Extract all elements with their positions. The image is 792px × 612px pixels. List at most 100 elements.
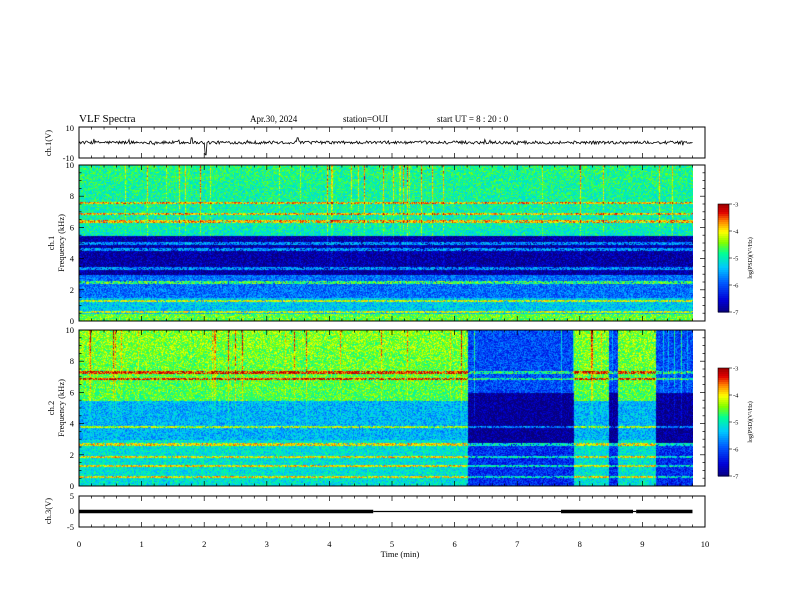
colorbar-swatch	[718, 392, 729, 395]
colorbar-swatch	[718, 464, 729, 467]
colorbar-swatch	[718, 370, 729, 373]
colorbar-swatch	[718, 474, 729, 477]
colorbar-swatch	[718, 468, 729, 471]
ch2-spec-ytick-label: 8	[70, 356, 74, 366]
colorbar-swatch	[718, 242, 729, 245]
colorbar-swatch	[718, 382, 729, 385]
colorbar-swatch	[718, 448, 729, 451]
colorbar-swatch	[718, 270, 729, 273]
colorbar-swatch	[718, 432, 729, 435]
ch2-spec-ytick-label: 2	[70, 450, 74, 460]
colorbar-swatch	[718, 204, 729, 207]
chart-title: VLF Spectra	[79, 113, 136, 125]
colorbar-swatch	[718, 286, 729, 289]
colorbar-swatch	[718, 400, 729, 403]
colorbar-swatch	[718, 388, 729, 391]
colorbar-swatch	[718, 290, 729, 293]
colorbar-swatch	[718, 280, 729, 283]
colorbar-swatch	[718, 218, 729, 221]
colorbar-swatch	[718, 220, 729, 223]
colorbar-swatch	[718, 402, 729, 405]
colorbar-swatch	[718, 390, 729, 393]
colorbar-swatch	[718, 408, 729, 411]
colorbar-tick-label: -5	[733, 420, 738, 427]
ch3-ylabel: ch.3(V)	[43, 498, 53, 524]
colorbar-swatch	[718, 304, 729, 307]
colorbar-swatch	[718, 442, 729, 445]
ch1-spec-ytick-label: 0	[70, 316, 74, 326]
colorbar-swatch	[718, 454, 729, 457]
colorbar-swatch	[718, 406, 729, 409]
ch1-spec-ytick-label: 4	[70, 254, 75, 264]
colorbar-swatch	[718, 416, 729, 419]
colorbar-swatch	[718, 282, 729, 285]
colorbar-swatch	[718, 384, 729, 387]
ch2-colorbar: -3 -4 -5 -6 -7 log(PSD)(V²/Hz)	[717, 366, 754, 481]
ch2-spec-ytick-label: 6	[70, 387, 74, 397]
ch1-spec-ytick-label: 10	[66, 160, 75, 170]
colorbar-swatch	[718, 418, 729, 421]
station-label: station=OUI	[343, 114, 388, 124]
ch1-spec-ytick-label: 6	[70, 222, 74, 232]
ch1-spectrogram-image	[79, 165, 693, 321]
ch1-spec-ytick-label: 8	[70, 191, 74, 201]
ch3-ytick-bottom: -5	[67, 522, 74, 532]
colorbar-swatch	[718, 438, 729, 441]
colorbar-swatch	[718, 420, 729, 423]
colorbar-swatch	[718, 254, 729, 257]
colorbar-swatch	[718, 428, 729, 431]
colorbar-swatch	[718, 244, 729, 247]
colorbar-swatch	[718, 216, 729, 219]
colorbar-tick-label: -7	[733, 474, 739, 481]
colorbar-swatch	[718, 306, 729, 309]
colorbar-swatch	[718, 230, 729, 233]
x-tick-label: 1	[139, 539, 143, 549]
ch1-waveform-panel: 10 -10 ch.1(V)	[43, 123, 706, 163]
colorbar-swatch	[718, 292, 729, 295]
colorbar-swatch	[718, 436, 729, 439]
colorbar-swatch	[718, 396, 729, 399]
x-tick-label: 8	[578, 539, 582, 549]
colorbar-swatch	[718, 446, 729, 449]
colorbar-swatch	[718, 426, 729, 429]
x-tick-label: 5	[390, 539, 394, 549]
x-axis-label: Time (min)	[381, 549, 420, 559]
colorbar-swatch	[718, 440, 729, 443]
colorbar-swatch	[718, 466, 729, 469]
colorbar-swatch	[718, 380, 729, 383]
colorbar-swatch	[718, 252, 729, 255]
colorbar-swatch	[718, 248, 729, 251]
ch1-ytick-bottom: -10	[63, 153, 74, 163]
colorbar-swatch	[718, 462, 729, 465]
colorbar-swatch	[718, 232, 729, 235]
colorbar-swatch	[718, 222, 729, 225]
ch2-spec-ylabel-channel: ch.2	[46, 401, 56, 415]
ch2-spec-ylabel-frequency: Frequency (kHz)	[56, 379, 66, 437]
colorbar-swatch	[718, 210, 729, 213]
colorbar-swatch	[718, 228, 729, 231]
colorbar-tick-label: -7	[733, 310, 739, 317]
ch2-spectrogram-image	[79, 330, 693, 486]
colorbar-label: log(PSD)(V²/Hz)	[747, 401, 754, 442]
colorbar-swatch	[718, 394, 729, 397]
colorbar-swatch	[718, 260, 729, 263]
colorbar-swatch	[718, 422, 729, 425]
ch1-spec-ylabel-frequency: Frequency (kHz)	[56, 214, 66, 272]
ch1-spec-ylabel-channel: ch.1	[46, 236, 56, 250]
colorbar-swatch	[718, 296, 729, 299]
colorbar-swatch	[718, 272, 729, 275]
x-tick-label: 9	[640, 539, 644, 549]
x-tick-label: 4	[327, 539, 332, 549]
colorbar-swatch	[718, 410, 729, 413]
colorbar-swatch	[718, 398, 729, 401]
ch1-colorbar: -3 -4 -5 -6 -7 log(PSD)(V²/Hz)	[717, 202, 754, 317]
colorbar-swatch	[718, 226, 729, 229]
ch2-spec-ytick-label: 0	[70, 481, 74, 491]
colorbar-swatch	[718, 302, 729, 305]
colorbar-swatch	[718, 424, 729, 427]
colorbar-swatch	[718, 224, 729, 227]
ch2-spec-ytick-label: 10	[66, 325, 75, 335]
x-tick-label: 10	[701, 539, 710, 549]
x-tick-label: 6	[452, 539, 456, 549]
